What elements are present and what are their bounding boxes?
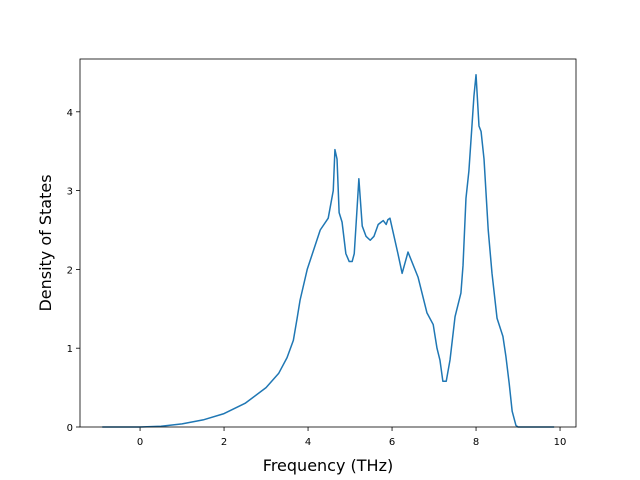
dos-line — [102, 74, 555, 428]
x-tick-label: 0 — [137, 437, 143, 448]
y-tick-label: 4 — [67, 108, 73, 119]
y-axis-label: Density of States — [36, 174, 55, 311]
x-tick-label: 8 — [473, 437, 479, 448]
x-tick-label: 4 — [305, 437, 311, 448]
y-tick-label: 3 — [67, 187, 73, 198]
y-tick-label: 0 — [67, 423, 73, 434]
x-axis-label: Frequency (THz) — [263, 456, 393, 475]
x-tick-label: 10 — [554, 437, 567, 448]
y-tick-label: 1 — [67, 344, 73, 355]
y-tick-label: 2 — [67, 265, 73, 276]
x-tick-label: 2 — [221, 437, 227, 448]
plot-frame — [79, 58, 577, 428]
x-tick-label: 6 — [389, 437, 395, 448]
